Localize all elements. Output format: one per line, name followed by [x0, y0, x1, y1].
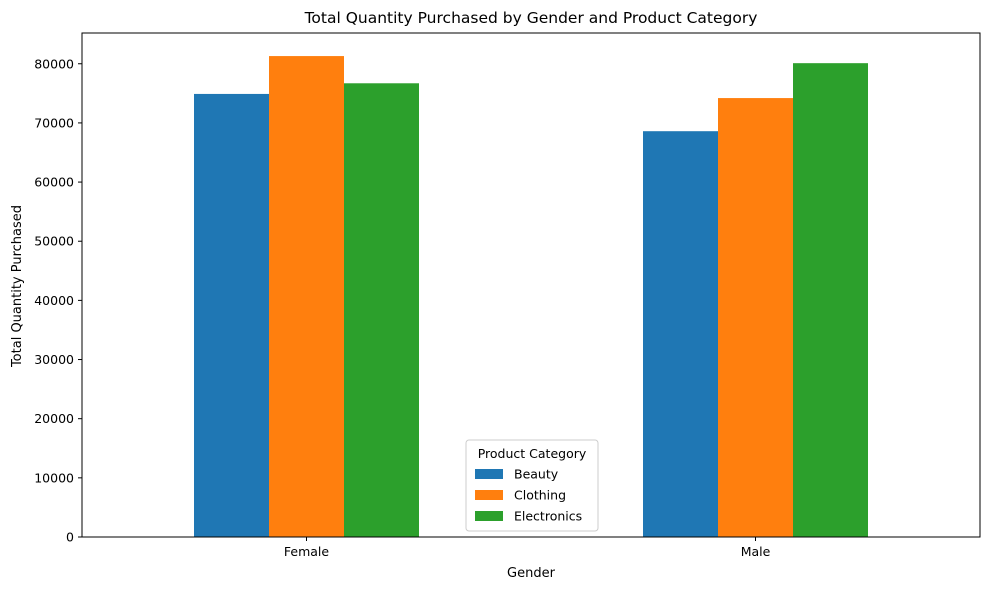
y-tick-label: 40000: [34, 293, 74, 308]
y-tick-label: 80000: [34, 56, 74, 71]
bar-beauty-female: [194, 93, 269, 538]
legend-label-beauty: Beauty: [514, 467, 559, 482]
legend-label-clothing: Clothing: [514, 488, 566, 503]
legend: Product Category Beauty Clothing Electronic…: [465, 439, 599, 532]
y-tick-label: 10000: [34, 470, 74, 485]
legend-swatch-clothing: [475, 490, 503, 500]
legend-box: [465, 439, 599, 532]
y-tick-label: 0: [66, 530, 74, 545]
legend-swatch-electronics: [475, 511, 503, 521]
legend-label-electronics: Electronics: [514, 509, 582, 524]
y-tick-label: 30000: [34, 352, 74, 367]
x-axis-title: Gender: [507, 566, 556, 581]
bar-clothing-male: [718, 98, 793, 537]
bar-electronics-male: [793, 63, 868, 538]
bar-beauty-male: [643, 131, 718, 537]
bar-clothing-female: [269, 56, 344, 537]
x-tick-label: Male: [741, 544, 771, 559]
bar-electronics-female: [344, 83, 419, 538]
y-tick-label: 60000: [34, 175, 74, 190]
y-tick-label: 70000: [34, 115, 74, 130]
y-axis-title: Total Quantity Purchased: [10, 205, 25, 368]
axes-layer: 0 10000 20000 30000 40000 50000 60000 70000 8000…: [34, 32, 981, 559]
legend-title: Product Category: [478, 446, 587, 461]
x-tick-label: Female: [284, 544, 330, 559]
chart-title: Total Quantity Purchased by Gender and P…: [304, 9, 758, 27]
y-tick-label: 20000: [34, 411, 74, 426]
legend-swatch-beauty: [475, 469, 503, 479]
bars-layer: [194, 56, 868, 538]
plot-frame: [81, 32, 981, 538]
y-tick-label: 50000: [34, 234, 74, 249]
